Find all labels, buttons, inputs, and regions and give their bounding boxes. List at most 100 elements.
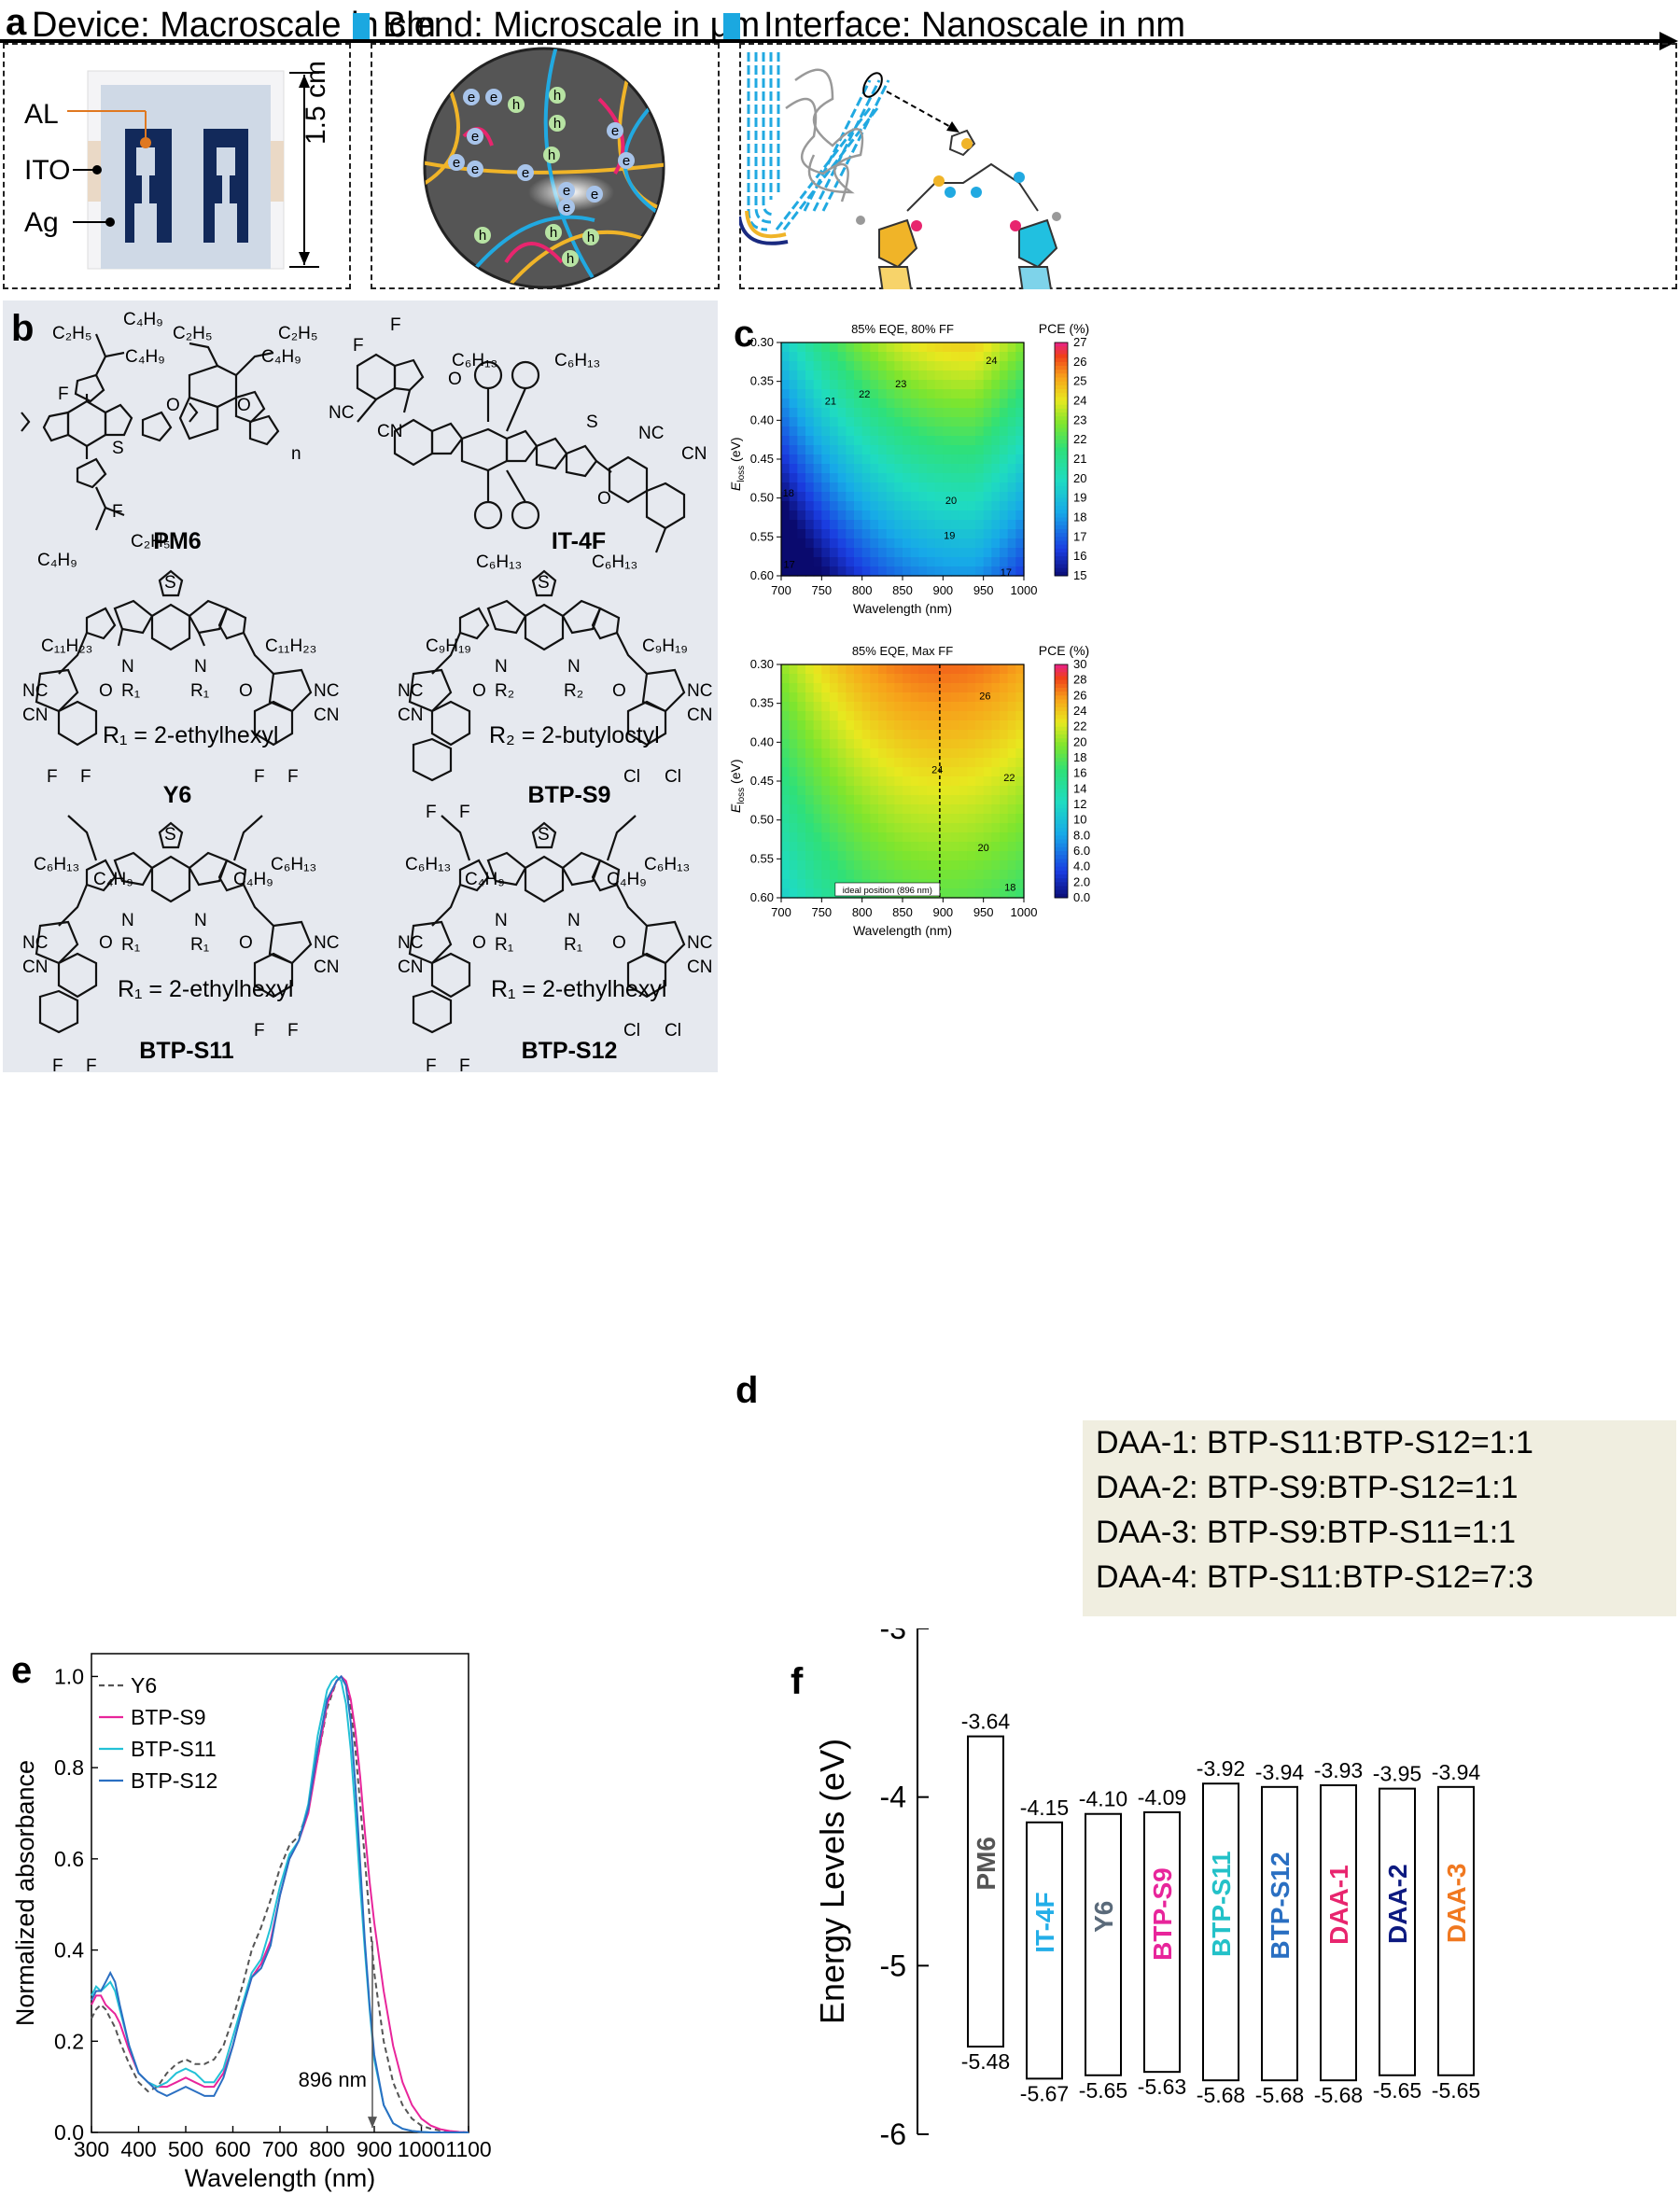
- heatmap-cell: [910, 730, 919, 740]
- heatmap-cell: [910, 767, 919, 777]
- heatmap-cell: [943, 879, 952, 889]
- heatmap-cell: [967, 804, 976, 815]
- heatmap-cell: [846, 786, 855, 796]
- heatmap-cell: [943, 389, 952, 399]
- heatmap-cell: [903, 683, 912, 693]
- colorbar-segment: [1055, 420, 1068, 425]
- colorbar-segment: [1055, 776, 1068, 782]
- heatmap-cell: [1000, 795, 1009, 805]
- heatmap-cell: [886, 352, 895, 362]
- heatmap-cell: [1015, 361, 1025, 371]
- category-label: PM6: [972, 1837, 1001, 1891]
- btps9-sub-14: Cl: [623, 767, 640, 787]
- heatmap-cell: [789, 529, 798, 539]
- heatmap-cell: [927, 664, 936, 675]
- heatmap-cell: [861, 557, 871, 567]
- heatmap-cell: [861, 870, 871, 880]
- y-tick-label: 0.50: [750, 813, 774, 827]
- heatmap-cell: [789, 380, 798, 390]
- y-tick-label: -4: [880, 1781, 906, 1814]
- heatmap-cell: [943, 795, 952, 805]
- heatmap-cell: [967, 776, 976, 787]
- heatmap-cell: [943, 842, 952, 852]
- molecule-name-btps11: BTP-S11: [139, 1038, 234, 1064]
- heatmap-cell: [805, 720, 815, 731]
- heatmap-cell: [886, 529, 895, 539]
- heatmap-cell: [861, 566, 871, 577]
- heatmap-cell: [903, 510, 912, 521]
- heatmap-cell: [894, 408, 903, 418]
- heatmap-cell: [983, 380, 992, 390]
- heatmap-cell: [918, 804, 928, 815]
- heatmap-cell: [903, 557, 912, 567]
- heatmap-cell: [975, 398, 985, 409]
- heatmap-cell: [886, 767, 895, 777]
- heatmap-cell: [846, 538, 855, 549]
- heatmap-cell: [805, 529, 815, 539]
- heatmap-cell: [789, 730, 798, 740]
- heatmap-cell: [934, 473, 944, 483]
- heatmap-cell: [951, 482, 960, 493]
- heatmap-cell: [813, 557, 822, 567]
- heatmap-cell: [886, 510, 895, 521]
- heatmap-cell: [837, 730, 847, 740]
- heatmap-cell: [821, 482, 831, 493]
- heatmap-cell: [918, 870, 928, 880]
- heatmap-cell: [846, 823, 855, 833]
- heatmap-cell: [805, 888, 815, 899]
- heatmap-cell: [805, 389, 815, 399]
- y-tick-label: 0.35: [750, 696, 774, 710]
- heatmap-cell: [854, 842, 863, 852]
- heatmap-cell: [959, 683, 968, 693]
- heatmap-cell: [846, 692, 855, 703]
- heatmap-cell: [1007, 380, 1016, 390]
- heatmap-cell: [983, 664, 992, 675]
- heatmap-cell: [813, 739, 822, 749]
- heatmap-cell: [934, 566, 944, 577]
- colorbar-segment: [1055, 703, 1068, 708]
- x-tick-label: 900: [932, 905, 953, 919]
- heatmap-cell: [797, 814, 806, 824]
- heatmap-cell: [805, 870, 815, 880]
- heatmap-cell: [813, 804, 822, 815]
- heatmap-cell: [1007, 538, 1016, 549]
- heatmap-cell: [894, 557, 903, 567]
- heatmap-cell: [886, 370, 895, 381]
- heatmap-cell: [805, 842, 815, 852]
- colorbar-segment: [1055, 734, 1068, 739]
- heatmap-cell: [805, 692, 815, 703]
- heatmap-cell: [975, 758, 985, 768]
- heatmap-cell: [903, 389, 912, 399]
- heatmap-cell: [805, 814, 815, 824]
- heatmap-cell: [870, 720, 879, 731]
- heatmap-cell: [797, 692, 806, 703]
- heatmap-cell: [1015, 510, 1025, 521]
- heatmap-cell: [797, 674, 806, 684]
- colorbar-segment: [1055, 552, 1068, 557]
- btps12-sub-6: R₁: [564, 935, 583, 955]
- homo-label: -5.67: [1020, 2081, 1069, 2105]
- heatmap-cell: [934, 380, 944, 390]
- colorbar-tick-label: 25: [1073, 374, 1086, 388]
- heatmap-cell: [870, 786, 879, 796]
- heatmap-cell: [854, 683, 863, 693]
- heatmap-cell: [878, 510, 888, 521]
- heatmap-cell: [903, 720, 912, 731]
- btps9-sub-7: S: [538, 573, 550, 593]
- heatmap-cell: [797, 786, 806, 796]
- heatmap-cell: [830, 408, 839, 418]
- heatmap-cell: [975, 454, 985, 465]
- heatmap-cell: [837, 342, 847, 353]
- heatmap-cell: [886, 464, 895, 474]
- heatmap-cell: [878, 832, 888, 843]
- heatmap-cell: [854, 417, 863, 427]
- heatmap-cell: [797, 702, 806, 712]
- heatmap-cell: [991, 674, 1001, 684]
- heatmap-cell: [878, 501, 888, 511]
- heatmap-cell: [821, 842, 831, 852]
- heatmap-cell: [943, 566, 952, 577]
- series-line-y6: [91, 1674, 469, 2133]
- heatmap-cell: [821, 380, 831, 390]
- heatmap-cell: [821, 795, 831, 805]
- contour-label: 17: [784, 560, 795, 571]
